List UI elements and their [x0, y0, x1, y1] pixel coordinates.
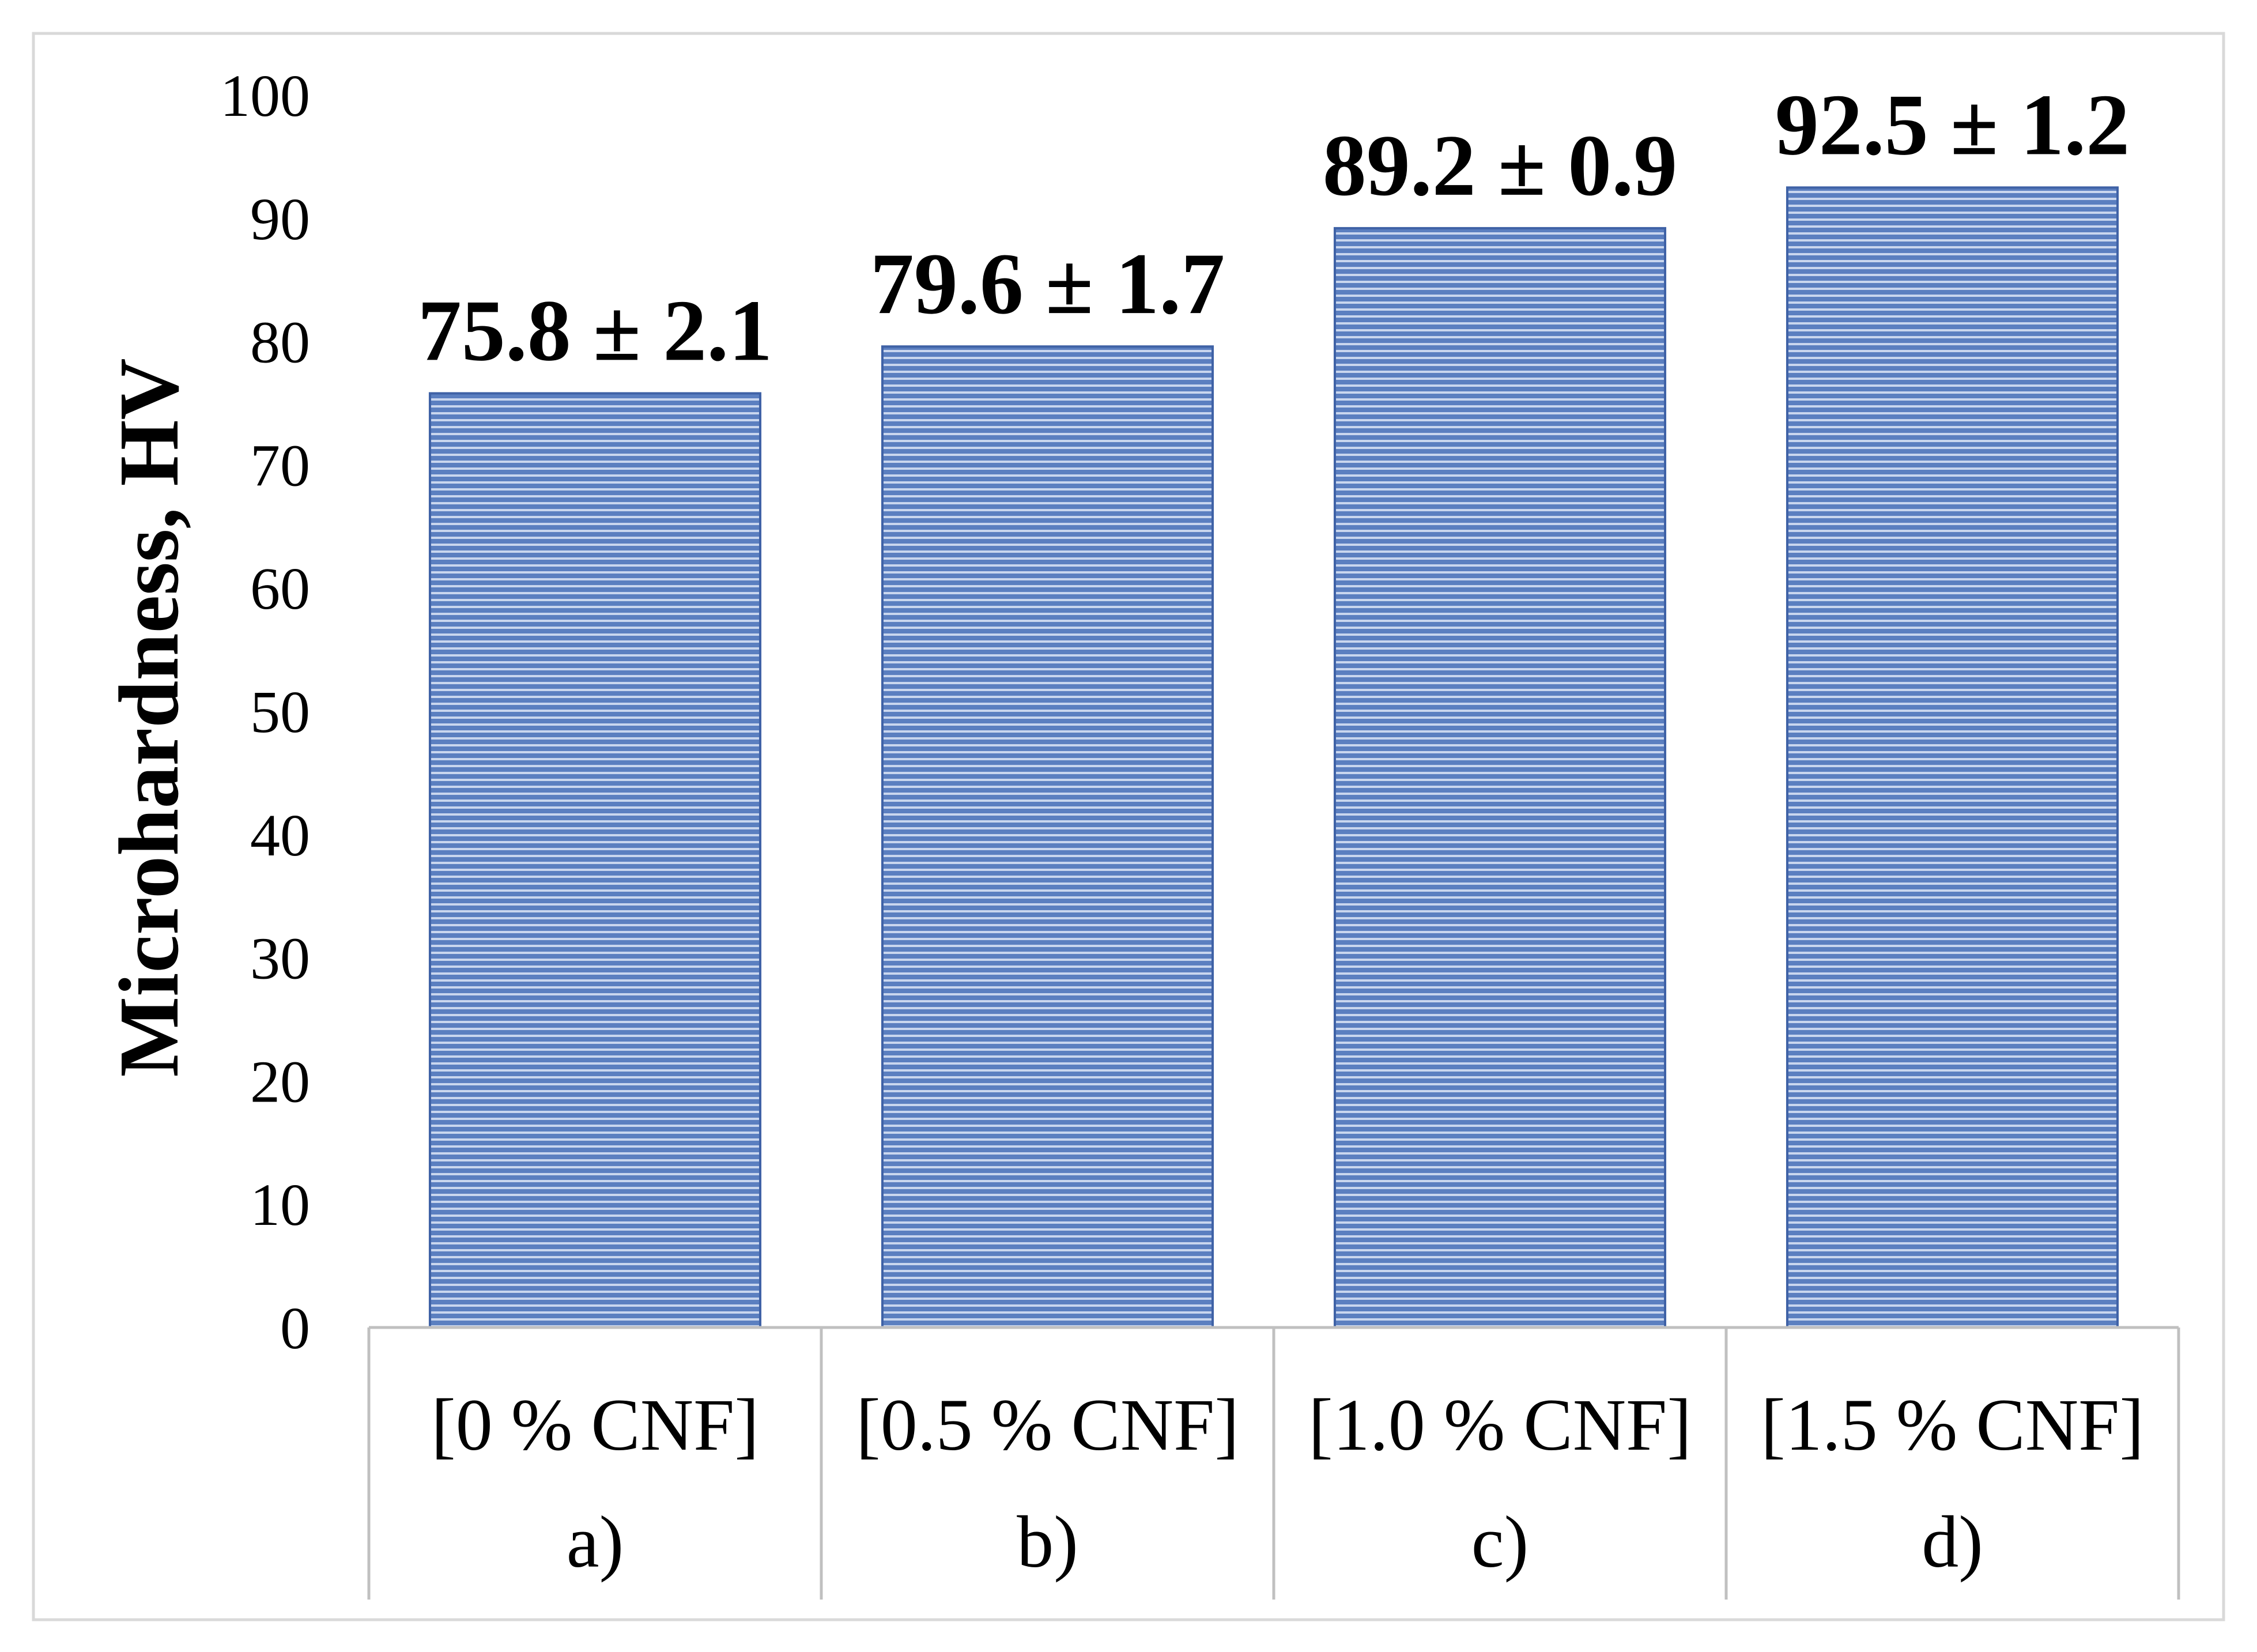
y-tick-label: 50 — [250, 679, 310, 745]
y-axis-title: Microhardness, HV — [102, 358, 197, 1077]
y-tick-label: 40 — [250, 802, 310, 869]
bar — [881, 345, 1214, 1329]
bars — [428, 186, 2119, 1329]
y-tick-label: 100 — [220, 63, 310, 129]
bar — [1786, 186, 2119, 1329]
category-label: [0 % CNF] — [431, 1384, 759, 1466]
y-tick-label: 90 — [250, 186, 310, 252]
category-label: [1.0 % CNF] — [1308, 1384, 1692, 1466]
y-tick-label: 10 — [250, 1172, 310, 1238]
group-label: c) — [1471, 1501, 1528, 1583]
data-label: 75.8 ± 2.1 — [418, 282, 772, 379]
group-label: d) — [1922, 1501, 1983, 1583]
data-label: 92.5 ± 1.2 — [1775, 76, 2130, 173]
data-labels: 75.8 ± 2.1 79.6 ± 1.7 89.2 ± 0.9 92.5 ± 1.2 — [418, 76, 2130, 379]
y-tick-label: 60 — [250, 556, 310, 622]
bar — [428, 392, 762, 1329]
y-tick-label: 0 — [280, 1295, 310, 1361]
y-tick-label: 30 — [250, 926, 310, 992]
bar — [1333, 227, 1667, 1329]
group-label: b) — [1017, 1501, 1078, 1583]
group-label: a) — [567, 1501, 624, 1583]
category-label: [0.5 % CNF] — [856, 1384, 1239, 1466]
data-label: 79.6 ± 1.7 — [870, 235, 1225, 332]
y-tick-label: 20 — [250, 1048, 310, 1115]
category-label: [1.5 % CNF] — [1761, 1384, 2144, 1466]
data-label: 89.2 ± 0.9 — [1323, 117, 1677, 214]
y-tick-label: 70 — [250, 432, 310, 499]
y-tick-label: 80 — [250, 310, 310, 376]
y-axis-ticks: 0 10 20 30 40 50 60 70 80 90 100 — [220, 63, 310, 1361]
category-axis-table: [0 % CNF] a) [0.5 % CNF] b) [1.0 % CNF] c) [1.… — [367, 1326, 2180, 1600]
